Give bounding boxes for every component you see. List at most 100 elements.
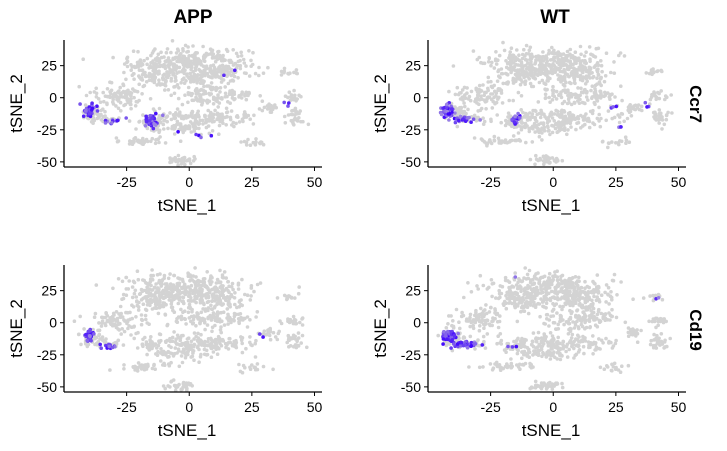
cell-point: [244, 346, 248, 351]
cell-point: [217, 280, 221, 284]
cell-point: [260, 108, 265, 113]
cell-point: [541, 350, 545, 355]
cell-point: [159, 347, 163, 351]
cell-point: [91, 121, 95, 125]
cell-point: [249, 294, 253, 298]
cell-point: [296, 331, 301, 335]
cell-point: [632, 330, 636, 334]
cell-point: [541, 283, 545, 287]
cell-point: [520, 66, 525, 71]
cell-point: [610, 368, 614, 373]
cell-point: [153, 76, 157, 80]
cell-point: [214, 70, 218, 75]
cell-point: [244, 64, 248, 68]
cell-point: [103, 315, 107, 320]
cell-point: [123, 319, 127, 323]
cell-point: [147, 322, 151, 327]
cell-point: [131, 305, 136, 309]
cell-point: [585, 307, 590, 312]
cell-point: [568, 329, 573, 334]
cell-point: [567, 80, 572, 85]
cell-point: [224, 123, 228, 127]
cell-point: [169, 76, 174, 81]
cell-point: [649, 68, 654, 72]
cell-point: [641, 296, 646, 300]
cell-point: [550, 353, 555, 358]
cell-point: [219, 284, 224, 288]
cell-point: [187, 299, 192, 303]
cell-point: [562, 67, 566, 72]
cell-point: [229, 60, 234, 64]
cell-point: [540, 126, 544, 130]
cell-point: [527, 129, 532, 134]
cell-point: [198, 81, 203, 85]
cell-point: [649, 338, 653, 343]
cell-point: [520, 80, 524, 84]
cell-point: [180, 102, 185, 107]
cell-point: [463, 104, 467, 109]
cell-point: [294, 99, 298, 103]
cell-point: [477, 328, 482, 333]
cell-point: [542, 81, 546, 85]
cell-point: [598, 89, 603, 94]
cell-point: [527, 77, 531, 81]
y-tick-label: -50: [401, 154, 421, 170]
cell-point: [114, 93, 118, 98]
cell-point: [590, 111, 595, 116]
cell-point: [165, 338, 169, 343]
cell-point: [588, 59, 592, 64]
cell-point: [125, 60, 129, 64]
cell-point: [226, 81, 231, 86]
cell-point: [552, 67, 557, 72]
cell-point: [213, 340, 217, 345]
cell-point: [151, 273, 155, 278]
cell-point: [233, 291, 237, 295]
cell-point: [205, 98, 210, 103]
cell-point: [619, 280, 623, 284]
y-tick-label: -50: [37, 154, 57, 170]
cell-point: [221, 121, 225, 125]
cell-point: [157, 140, 161, 145]
cell-point: [595, 288, 599, 293]
cell-point: [235, 114, 240, 118]
cell-point: [240, 350, 245, 355]
cell-point: [597, 105, 601, 110]
cell-point: [154, 306, 159, 311]
cell-point: [118, 85, 122, 90]
cell-point: [526, 291, 531, 296]
cell-point: [554, 296, 558, 300]
cell-point: [560, 273, 565, 278]
cell-point: [533, 118, 538, 122]
cell-point: [267, 102, 271, 106]
expressed-cell-point: [90, 101, 94, 105]
cell-point: [548, 100, 552, 104]
cell-point: [177, 65, 182, 70]
cell-point: [159, 50, 163, 55]
cell-point: [524, 140, 528, 145]
cell-point: [465, 91, 469, 95]
cell-point: [248, 365, 252, 370]
cell-point: [224, 110, 229, 115]
cell-point: [288, 98, 293, 103]
cell-point: [138, 364, 143, 368]
cell-point: [544, 290, 548, 294]
cell-point: [575, 283, 579, 287]
cell-point: [212, 112, 216, 117]
cell-point: [101, 90, 105, 95]
expressed-cell-point: [151, 126, 156, 131]
cell-point: [209, 346, 213, 351]
cell-point: [572, 326, 577, 330]
cell-point: [542, 112, 546, 117]
cell-point: [493, 307, 497, 311]
cell-point: [185, 125, 189, 129]
cell-point: [189, 339, 194, 344]
cell-point: [257, 107, 262, 111]
expressed-cell-point: [439, 112, 444, 117]
expressed-cell-point: [643, 100, 648, 105]
cell-point: [293, 106, 298, 111]
cell-point: [172, 330, 176, 334]
cell-point: [509, 357, 513, 361]
cell-point: [242, 61, 247, 65]
cell-point: [651, 345, 656, 350]
cell-point: [196, 113, 201, 117]
